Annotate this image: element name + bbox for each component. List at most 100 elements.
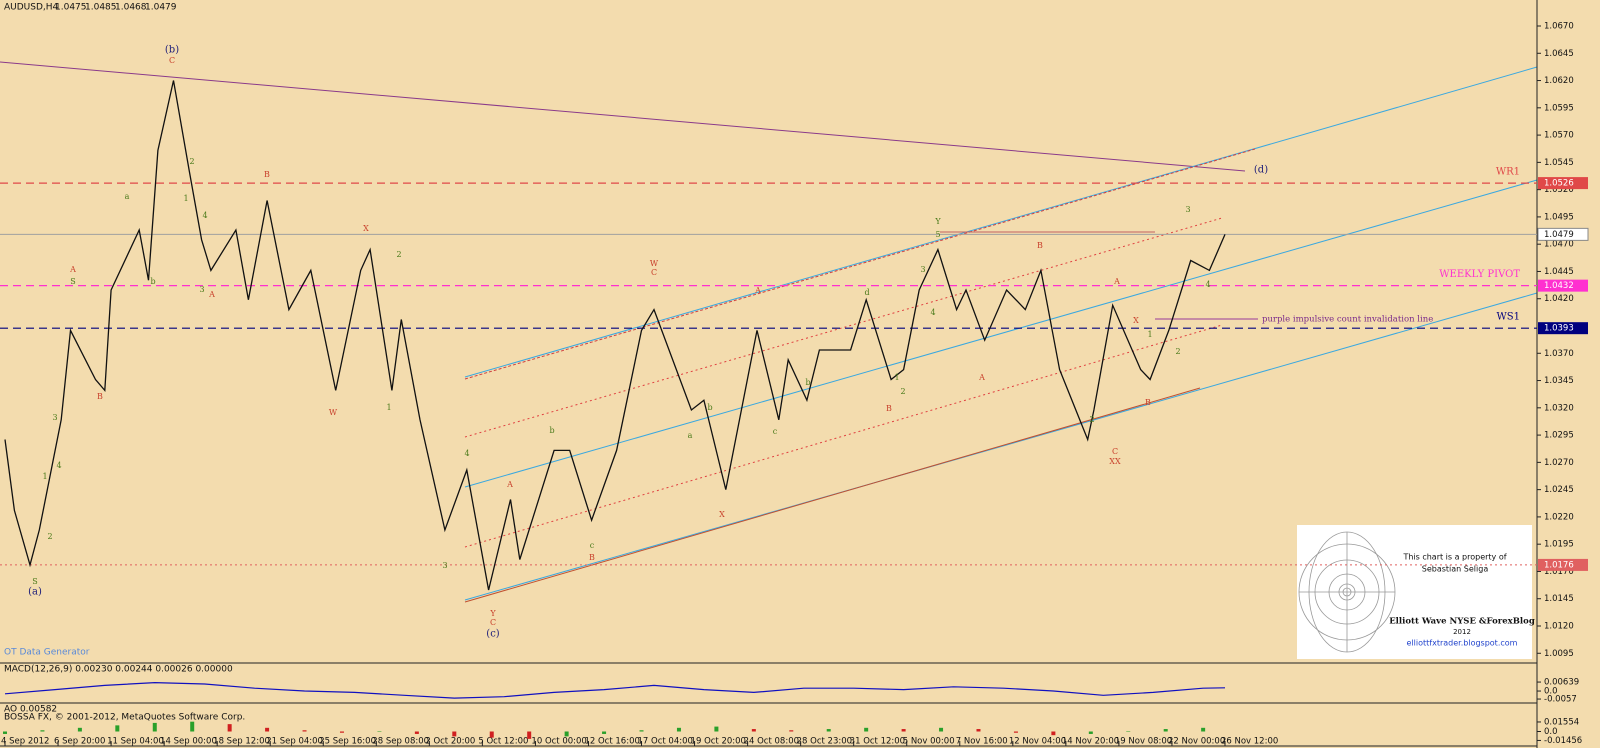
ohlc-close: 1.0479 [145, 3, 177, 13]
ao-bar [115, 725, 120, 732]
y-tick-label: 1.0470 [1544, 240, 1574, 250]
y-tick-label: 1.0445 [1544, 267, 1574, 277]
wave-label: 5 [935, 230, 940, 239]
wave-label: C [169, 56, 175, 65]
wave-label: XX [1109, 457, 1121, 466]
x-tick-label: 12 Oct 16:00 [584, 737, 639, 747]
wave-label: 2 [189, 157, 194, 166]
y-tick-label: 1.0295 [1544, 431, 1574, 441]
ao-title: AO 0.00582 [4, 705, 57, 715]
ao-bar [1163, 729, 1168, 732]
wave-label: 4 [1205, 280, 1210, 289]
wave-label: C [651, 268, 657, 277]
macd-tick-label: 0.0 [1544, 687, 1558, 697]
y-tick-label: 1.0645 [1544, 49, 1574, 59]
level-tag-label: 1.0176 [1544, 560, 1574, 570]
ao-bar [302, 730, 307, 732]
wave-label: 1 [183, 194, 188, 203]
price-line [4, 80, 1226, 591]
level-tag [1538, 279, 1588, 292]
wave-label: purple impulsive count invalidation line [1262, 315, 1433, 325]
y-tick-label: 1.0570 [1544, 131, 1574, 141]
ao-bar [152, 722, 157, 732]
level-tag-label: 1.0432 [1544, 281, 1574, 291]
x-tick-label: 31 Oct 12:00 [850, 737, 905, 747]
wave-label: 2 [396, 250, 401, 259]
wave-label: 4 [202, 211, 207, 220]
x-tick-label: 7 Nov 16:00 [956, 737, 1008, 747]
macd-tick-label: -0.0057 [1544, 695, 1577, 705]
level-name: WS1 [1497, 312, 1521, 323]
y-tick-label: 1.0320 [1544, 403, 1574, 413]
y-tick-label: 1.0245 [1544, 485, 1574, 495]
y-tick-label: 1.0370 [1544, 349, 1574, 359]
copyright: BOSSA FX, © 2001-2012, MetaQuotes Softwa… [4, 713, 245, 723]
y-tick-label: 1.0120 [1544, 622, 1574, 632]
x-tick-label: 19 Oct 20:00 [691, 737, 746, 747]
wave-label: B [589, 553, 595, 562]
channel-line [464, 179, 1538, 488]
watermark-box: This chart is a property of Sebastian Se… [1297, 525, 1535, 659]
wave-label: A [978, 373, 985, 382]
channel-line [464, 148, 1256, 380]
channel-line [464, 66, 1538, 378]
ao-bar [527, 731, 532, 739]
ao-bar [976, 729, 981, 732]
channel-line [464, 292, 1538, 601]
symbol: AUDUSD,H4 [4, 3, 59, 13]
macd-title: MACD(12,26,9) 0.00230 0.00244 0.00026 0.… [4, 665, 233, 675]
y-tick-label: 1.0545 [1544, 158, 1574, 168]
wave-label: 3 [442, 561, 447, 570]
ao-bar [564, 731, 569, 737]
wave-label: 2 [1089, 415, 1094, 424]
ao-bar [602, 731, 607, 734]
ao-bar [714, 726, 719, 732]
y-tick-label: 1.0520 [1544, 185, 1574, 195]
wave-label: 4 [464, 449, 469, 458]
wave-label: S [32, 577, 37, 586]
wave-label: W [650, 259, 659, 268]
wave-label: B [97, 392, 103, 401]
trend-line [0, 61, 1246, 172]
x-tick-label: 19 Nov 08:00 [1115, 737, 1172, 747]
ao-bar [414, 731, 419, 734]
wave-label: (a) [28, 587, 42, 598]
wave-label: B [264, 170, 270, 179]
macd-tick-label: 0.00639 [1544, 678, 1579, 688]
wave-label: 3 [1185, 205, 1190, 214]
wave-label: 1 [1147, 330, 1152, 339]
ao-bar [377, 731, 382, 732]
wave-label: X [1133, 316, 1139, 325]
generator-label: OT Data Generator [4, 648, 90, 658]
current-price-tag [1537, 227, 1589, 241]
wave-label: B [886, 404, 892, 413]
x-tick-label: 4 Sep 2012 [1, 737, 49, 747]
watermark-text: Elliott Wave NYSE &ForexBlog [1389, 617, 1535, 627]
y-tick-label: 1.0345 [1544, 376, 1574, 386]
wave-label: 2 [1175, 347, 1180, 356]
watermark-text: 2012 [1453, 628, 1471, 636]
wave-label: B [1037, 241, 1043, 250]
y-tick-label: 1.0095 [1544, 649, 1574, 659]
wave-label: 4 [56, 461, 61, 470]
current-price-label: 1.0479 [1544, 230, 1574, 240]
wave-label: (c) [486, 629, 500, 640]
watermark-text: Sebastian Seliga [1422, 565, 1489, 574]
x-tick-label: 14 Nov 20:00 [1062, 737, 1119, 747]
wave-label: b [549, 426, 554, 435]
x-tick-label: 26 Nov 12:00 [1221, 737, 1278, 747]
x-tick-label: 14 Sep 00:00 [160, 737, 217, 747]
x-tick-label: 17 Oct 04:00 [638, 737, 693, 747]
ao-tick-label: 0.0 [1544, 727, 1558, 737]
wave-label: A [208, 290, 215, 299]
ao-bar [676, 727, 681, 732]
ao-bar [901, 729, 906, 732]
wave-label: C [490, 618, 496, 627]
ao-bar [265, 727, 270, 732]
wave-label: 1 [386, 403, 391, 412]
ao-bar [489, 731, 494, 738]
wave-label: 2 [47, 532, 52, 541]
ao-tick-label: -0.01456 [1544, 736, 1582, 746]
wave-label: A [506, 480, 513, 489]
